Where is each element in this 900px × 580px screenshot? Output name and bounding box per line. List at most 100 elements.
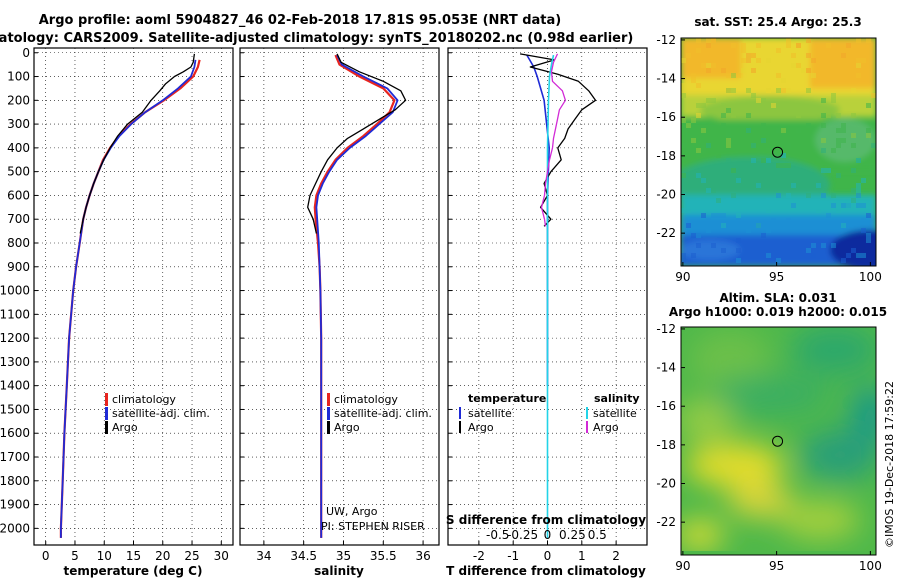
sst-pixel [716,108,721,113]
sst-pixel [801,223,806,228]
sst-pixel [691,73,696,78]
map-x-tick-label: 95 [769,559,784,573]
sst-pixel [841,203,846,208]
sst-pixel [846,253,851,258]
x-tick-label: -2 [473,549,485,563]
depth-tick-label: 700 [7,212,30,226]
series-line-satellite-adj-clim- [60,59,197,538]
series-line-satellite-adj-clim- [315,54,399,538]
sla-argo-location-marker [772,435,784,447]
sst-pixel [781,128,786,133]
sst-pixel [746,53,751,58]
sst-pixel [721,223,726,228]
series-line-t-argo [519,53,597,227]
depth-axis: 0 100 200 300 400 500 600 700 800 900 1000 1100 1200… [0,46,30,536]
map-y-tick-label: -14 [656,72,676,86]
sst-pixel [741,48,746,53]
sst-pixel [696,83,701,88]
sst-pixel [856,158,861,163]
sst-pixel [811,58,816,63]
sst-pixel [776,163,781,168]
temperature-series [59,53,201,538]
map-y-tick-label: -12 [656,322,676,336]
sst-pixel [766,88,771,93]
sst-map: sat. SST: 25.4 Argo: 25.3 90 95 1 [656,15,881,284]
s-difference-axis-label: S difference from climatology [446,513,646,527]
sst-pixel [696,38,701,43]
sst-pixel [851,113,856,118]
x-tick-label: 0 [544,549,552,563]
map-y-tick-label: -22 [656,226,676,240]
sst-pixel [761,123,766,128]
x-tick-label: 10 [97,549,112,563]
legend-label-t-argo: Argo [468,421,494,434]
difference-legend: temperature satellite Argo salinity sate… [459,392,640,434]
sst-pixel [861,218,866,223]
sst-pixel [861,228,866,233]
sst-pixel [701,63,706,68]
sst-pixel [756,223,761,228]
sst-pixel [731,73,736,78]
sst-pixel [761,98,766,103]
map-y-tick-label: -20 [656,188,676,202]
salinity-grid [240,48,439,545]
sst-pixel [791,108,796,113]
sst-pixel [786,193,791,198]
series-line-climatology [59,59,201,538]
difference-x-ticks: -2 -1 0 1 2 [473,541,620,563]
legend-swatch-climatology [105,393,108,406]
salinity-x-label: salinity [314,564,364,578]
sst-pixel [806,38,811,43]
salinity-legend: climatology satellite-adj. clim. Argo [327,393,432,434]
sst-pixel [816,183,821,188]
legend-label-satellite: satellite-adj. clim. [112,407,210,420]
sst-pixel [706,98,711,103]
legend-label-argo: Argo [334,421,360,434]
s-tick-label: 0.5 [588,528,607,542]
series-line-climatology [313,54,396,538]
x-tick-label: 20 [155,549,170,563]
depth-tick-label: 1000 [0,284,30,298]
sst-map-frame [680,37,877,267]
sst-pixel [751,53,756,58]
sst-map-title: sat. SST: 25.4 Argo: 25.3 [694,15,861,29]
difference-panel: -2 -1 0 1 2 T difference from climatology S … [446,47,648,578]
sst-pixel [741,103,746,108]
depth-tick-label: 1600 [0,426,30,440]
sst-pixel [821,123,826,128]
sst-pixel [741,43,746,48]
sst-pixel [861,203,866,208]
sst-pixel [706,63,711,68]
sst-pixel [726,108,731,113]
series-line-t-satellite [526,54,551,386]
depth-tick-label: 2000 [0,521,30,535]
map-y-tick-label: -18 [656,438,676,452]
sst-pixel [756,183,761,188]
temperature-x-ticks: 0 5 10 15 20 25 30 [42,541,229,563]
sst-pixel [691,233,696,238]
sst-pixel [701,213,706,218]
sst-pixel [796,113,801,118]
difference-x-label: T difference from climatology [446,564,646,578]
sst-pixel [806,68,811,73]
sst-pixel [726,133,731,138]
sst-pixel [766,158,771,163]
sst-pixel [841,123,846,128]
sst-pixel [856,188,861,193]
sst-pixel [766,253,771,258]
depth-tick-label: 1900 [0,498,30,512]
sst-pixel [846,43,851,48]
sst-pixel [731,43,736,48]
sst-pixel [801,68,806,73]
s-tick-label: -0.5 [486,528,509,542]
sst-pixel [836,173,841,178]
sla-map-title-line1: Altim. SLA: 0.031 [719,291,836,305]
legend-swatch-satellite [105,407,108,420]
sst-pixel [806,53,811,58]
sst-pixel [696,173,701,178]
sst-pixel [686,123,691,128]
salinity-x-ticks: 34 34.5 35 35.5 36 [256,541,431,563]
sst-pixel [836,138,841,143]
sst-pixel [731,88,736,93]
